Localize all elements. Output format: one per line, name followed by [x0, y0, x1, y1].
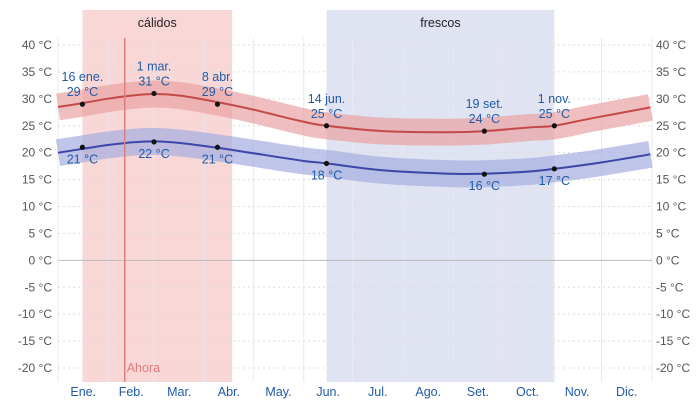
y-tick-label-left: 15 °C [22, 173, 52, 187]
data-point [79, 101, 86, 107]
annotation-value: 24 °C [469, 112, 500, 126]
x-tick-label: Feb. [119, 385, 144, 399]
annotation-date: 1 mar. [137, 59, 172, 73]
data-point [214, 144, 221, 150]
season-band [82, 10, 233, 382]
annotation-value: 21 °C [202, 152, 233, 166]
now-label: Ahora [127, 361, 160, 375]
y-tick-label-right: 10 °C [656, 200, 686, 214]
data-point [481, 171, 487, 177]
x-tick-label: Nov. [565, 385, 590, 399]
x-tick-label: Dic. [616, 385, 638, 399]
data-point [323, 123, 330, 129]
y-tick-label-right: 5 °C [656, 226, 680, 240]
y-tick-label-left: -10 °C [18, 307, 52, 321]
y-tick-label-left: -20 °C [18, 361, 52, 375]
data-point [214, 101, 221, 107]
annotation-value: 25 °C [311, 107, 342, 121]
y-tick-label-left: 10 °C [22, 200, 52, 214]
annotation-date: 8 abr. [202, 70, 233, 84]
x-tick-label: May. [265, 385, 291, 399]
data-point [551, 123, 557, 129]
y-tick-label-right: -10 °C [656, 307, 690, 321]
annotation-value: 31 °C [138, 74, 169, 88]
data-point [151, 90, 157, 97]
y-tick-label-right: 40 °C [656, 38, 686, 52]
annotation-value: 16 °C [469, 179, 500, 193]
annotation-value: 29 °C [202, 85, 233, 99]
y-tick-label-right: 35 °C [656, 65, 686, 79]
y-tick-label-left: 35 °C [22, 65, 52, 79]
data-point [323, 160, 330, 167]
y-tick-label-right: 15 °C [656, 173, 686, 187]
annotation-value: 18 °C [311, 168, 342, 182]
y-tick-label-right: 25 °C [656, 119, 686, 133]
annotation-date: 16 ene. [62, 70, 104, 84]
x-tick-label: Abr. [218, 385, 240, 399]
x-tick-label: Jul. [368, 385, 387, 399]
annotation-value: 25 °C [539, 107, 570, 121]
season-band [326, 10, 555, 382]
y-tick-label-right: 30 °C [656, 92, 686, 106]
x-tick-label: Jun. [316, 385, 340, 399]
y-tick-label-right: -15 °C [656, 334, 690, 348]
y-tick-label-left: 25 °C [22, 119, 52, 133]
annotation-value: 17 °C [539, 174, 570, 188]
y-tick-label-left: 40 °C [22, 38, 52, 52]
y-tick-label-right: 0 °C [656, 253, 680, 267]
annotation-date: 14 jun. [308, 92, 346, 106]
y-tick-label-left: -5 °C [25, 280, 53, 294]
data-point [79, 144, 86, 150]
y-tick-label-right: -5 °C [656, 280, 684, 294]
x-tick-label: Ene. [70, 385, 96, 399]
y-tick-label-right: -20 °C [656, 361, 690, 375]
annotation-value: 21 °C [67, 152, 98, 166]
annotation-value: 22 °C [138, 147, 169, 161]
data-point [481, 128, 487, 134]
y-tick-label-left: 0 °C [29, 253, 53, 267]
annotation-date: 19 set. [466, 97, 504, 111]
x-tick-label: Oct. [516, 385, 539, 399]
annotation-date: 1 nov. [538, 92, 571, 106]
y-tick-label-left: 30 °C [22, 92, 52, 106]
x-tick-label: Mar. [167, 385, 191, 399]
x-tick-label: Ago. [415, 385, 441, 399]
season-label: cálidos [138, 16, 177, 30]
x-tick-label: Set. [467, 385, 489, 399]
y-tick-label-right: 20 °C [656, 146, 686, 160]
y-tick-label-left: -15 °C [18, 334, 52, 348]
season-label: frescos [420, 16, 460, 30]
y-tick-label-left: 5 °C [29, 226, 53, 240]
y-tick-label-left: 20 °C [22, 146, 52, 160]
annotation-value: 29 °C [67, 85, 98, 99]
data-point [151, 139, 157, 145]
data-point [551, 166, 557, 172]
